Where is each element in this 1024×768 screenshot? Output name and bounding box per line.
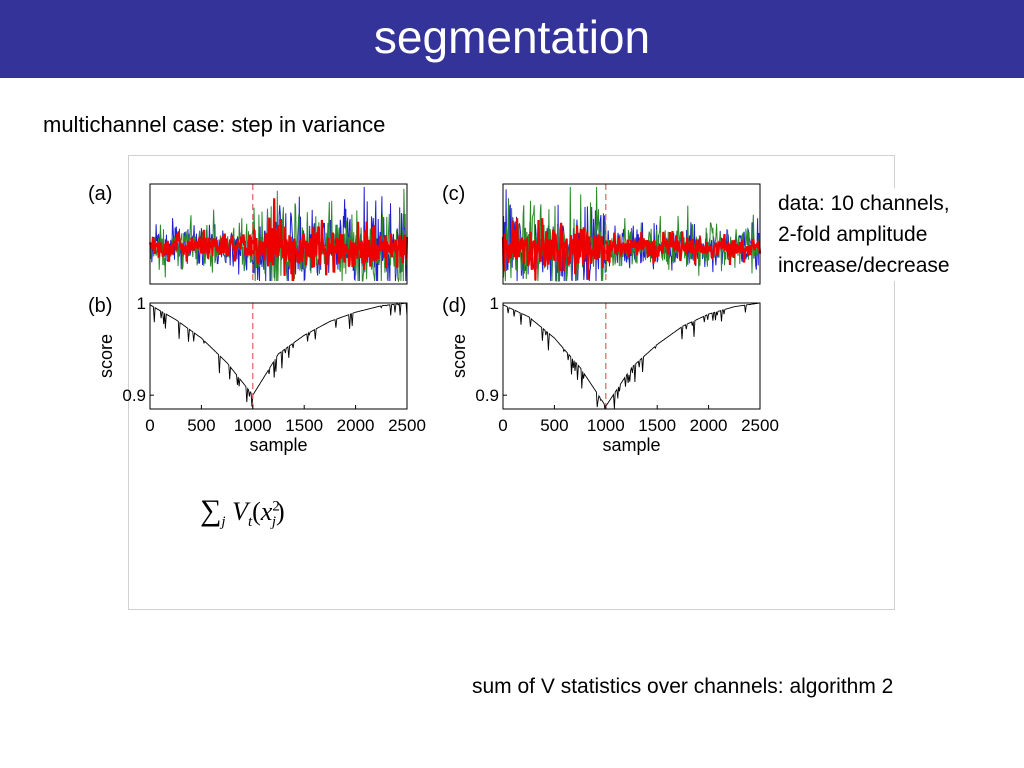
panel-label-b: (b) bbox=[88, 295, 112, 317]
x-axis-label-d: sample bbox=[602, 435, 660, 455]
formula-func: V bbox=[232, 497, 248, 526]
bottom-note: sum of V statistics over channels: algor… bbox=[472, 675, 894, 698]
x-tick-label-d-2: 1000 bbox=[587, 416, 625, 435]
x-tick-label-b-3: 1500 bbox=[285, 416, 323, 435]
x-axis-label-b: sample bbox=[249, 435, 307, 455]
x-tick-label-d-0: 0 bbox=[498, 416, 507, 435]
plot-frame-b bbox=[149, 302, 408, 410]
formula-sum: ∑ bbox=[200, 494, 222, 527]
formula-var-sup: 2 bbox=[272, 498, 280, 515]
formula-var-sub: j bbox=[271, 514, 277, 531]
panel-label-a: (a) bbox=[88, 183, 112, 205]
x-tick-label-b-0: 0 bbox=[145, 416, 154, 435]
x-tick-label-b-4: 2000 bbox=[337, 416, 375, 435]
figure-frame bbox=[128, 155, 895, 610]
x-tick-label-d-1: 500 bbox=[540, 416, 568, 435]
panel-label-c: (c) bbox=[442, 183, 465, 205]
formula: ∑j Vt(x2j) bbox=[200, 494, 285, 531]
x-tick-label-d-3: 1500 bbox=[638, 416, 676, 435]
score-line-b bbox=[149, 302, 408, 407]
y-tick-label-d-0: 0.9 bbox=[475, 386, 499, 405]
segmentation-figure: (a)(b)0 500 1000 1500 2000 25000.91samplescor… bbox=[88, 183, 779, 455]
formula-var: x bbox=[260, 497, 273, 526]
x-tick-label-d-4: 2000 bbox=[690, 416, 728, 435]
x-tick-label-b-2: 1000 bbox=[234, 416, 272, 435]
y-tick-label-b-1: 1 bbox=[137, 294, 146, 313]
side-note-line-3: increase/decrease bbox=[778, 254, 950, 277]
title-bar bbox=[0, 0, 1024, 78]
formula-func-sub: t bbox=[247, 514, 253, 531]
x-tick-label-d-5: 2500 bbox=[741, 416, 779, 435]
slide-subtitle: multichannel case: step in variance bbox=[43, 112, 386, 137]
side-note-line-1: data: 10 channels, bbox=[778, 192, 950, 215]
y-axis-label-b: score bbox=[96, 334, 116, 378]
score-line-d bbox=[502, 302, 761, 410]
side-note: data: 10 channels, 2-fold amplitude incr… bbox=[778, 188, 1008, 281]
plot-frame-d bbox=[502, 302, 761, 410]
x-tick-label-b-5: 2500 bbox=[388, 416, 426, 435]
y-tick-label-b-0: 0.9 bbox=[122, 386, 146, 405]
series-a-3 bbox=[148, 198, 409, 282]
y-tick-label-d-1: 1 bbox=[490, 294, 499, 313]
plot-frame-c bbox=[502, 183, 761, 285]
series-c-3 bbox=[501, 218, 762, 281]
slide-title: segmentation bbox=[373, 11, 651, 63]
formula-sum-index: j bbox=[221, 514, 226, 531]
panel-label-d: (d) bbox=[442, 295, 466, 317]
plot-frame-a bbox=[149, 183, 408, 285]
x-tick-label-b-1: 500 bbox=[187, 416, 215, 435]
y-axis-label-d: score bbox=[449, 334, 469, 378]
side-note-line-2: 2-fold amplitude bbox=[778, 223, 928, 246]
